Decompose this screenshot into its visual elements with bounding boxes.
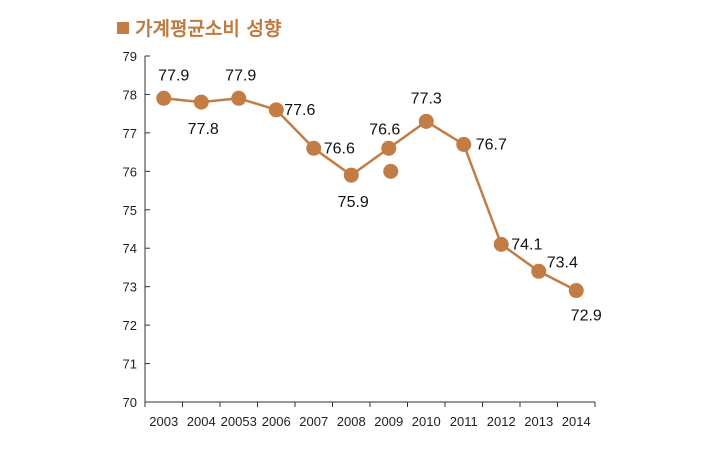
x-tick-label: 2012 [487,414,516,429]
data-label: 77.6 [284,102,315,119]
data-point [568,283,584,299]
data-label: 77.9 [158,67,189,84]
x-tick-label: 2006 [262,414,291,429]
data-label: 76.7 [476,136,507,153]
data-point [231,90,247,106]
x-tick-label: 2009 [374,414,403,429]
data-label: 77.3 [411,90,442,107]
chart-title-text: 가계평균소비 성향 [135,18,282,40]
y-tick-label: 74 [123,241,137,256]
data-point [531,263,547,279]
data-label: 76.6 [324,140,355,157]
data-point [193,94,209,110]
extra-data-point [383,163,399,179]
chart-title: 가계평균소비 성향 [117,14,281,41]
data-label: 74.1 [511,236,542,253]
x-tick-label: 2003 [149,414,178,429]
y-tick-label: 79 [123,49,137,64]
data-label: 75.9 [338,194,369,211]
x-tick-label: 2008 [337,414,366,429]
x-tick-label: 2007 [299,414,328,429]
data-point [306,140,322,156]
data-point [156,90,172,106]
data-label: 77.9 [225,67,256,84]
x-tick-label: 2010 [412,414,441,429]
x-tick-label: 20053 [221,414,257,429]
data-label: 77.8 [188,121,219,138]
data-point [381,140,397,156]
data-point [343,167,359,183]
data-point [493,236,509,252]
title-marker-square [117,21,129,34]
x-tick-label: 2004 [187,414,216,429]
y-tick-label: 72 [123,318,137,333]
y-tick-label: 70 [123,395,137,410]
data-label: 76.6 [369,121,400,138]
x-tick-label: 2013 [524,414,553,429]
y-tick-label: 77 [123,126,137,141]
x-tick-label: 2014 [562,414,591,429]
data-point [456,136,472,152]
data-point [268,102,284,118]
data-label: 72.9 [571,308,602,325]
y-tick-label: 75 [123,203,137,218]
y-tick-label: 78 [123,87,137,102]
data-point [418,113,434,129]
y-tick-label: 71 [123,357,137,372]
y-tick-label: 76 [123,164,137,179]
data-label: 73.4 [547,254,578,271]
x-tick-label: 2011 [450,414,478,429]
y-tick-label: 73 [123,280,137,295]
